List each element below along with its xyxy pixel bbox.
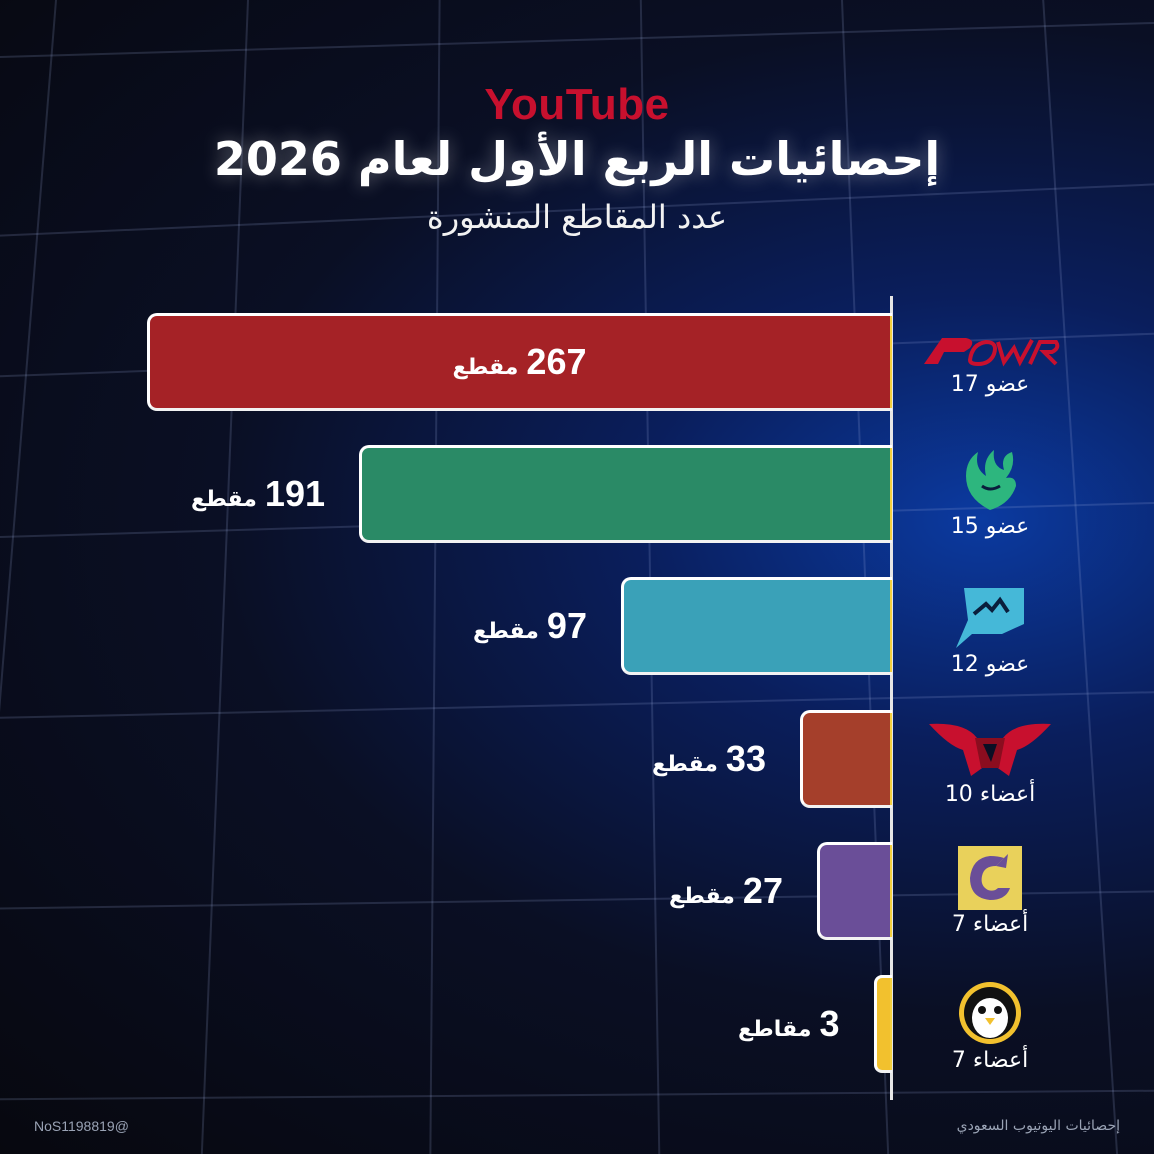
bar-value-label-1: مقطع 267 [453,341,587,383]
bar-4 [800,710,892,808]
team-members-1: 17 عضو [950,372,1030,397]
penguin-logo-icon [959,982,1021,1044]
footer-handle: NoS1198819@ [34,1118,129,1134]
bar-value-label-3: مقطع 97 [473,605,587,647]
bar-6 [874,975,892,1073]
bar-2 [359,445,892,543]
bar-value: 97 [546,605,587,646]
team-row-4: 10 أعضاء [920,716,1060,807]
bar-unit-label: مقطع [669,884,735,909]
bar-1 [147,313,892,411]
bar-value-label-4: مقطع 33 [652,738,766,780]
bar-unit-label: مقاطع [738,1017,812,1042]
team-row-1: 17 عضو [920,330,1060,397]
bar-unit-label: مقطع [452,355,519,380]
bar-value-label-6: مقاطع 3 [738,1003,840,1045]
team-members-4: 10 أعضاء [944,782,1036,807]
bar-5 [817,842,892,940]
bar-value: 27 [742,870,783,911]
bar-unit-label: مقطع [652,752,718,777]
bar-value: 191 [264,473,325,514]
bar-value: 3 [819,1003,840,1044]
bar-value: 33 [725,738,766,779]
bar-value-label-2: مقطع 191 [191,473,325,515]
falcon-logo-icon [966,450,1016,510]
team-members-6: 7 أعضاء [951,1048,1029,1073]
page-title: إحصائيات الربع الأول لعام 2026 [213,132,941,186]
team-row-2: 15 عضو [920,446,1060,539]
brand-title: YouTube [484,80,670,129]
team-row-3: 12 عضو [920,584,1060,677]
page-subtitle: عدد المقاطع المنشورة [426,198,728,236]
bar-unit-label: مقطع [473,619,539,644]
footer-credit: إحصائيات اليوتيوب السعودي [956,1118,1120,1134]
team-row-6: 7 أعضاء [920,980,1060,1073]
bar-3 [621,577,892,675]
team-members-3: 12 عضو [950,652,1030,677]
team-row-5: 7 أعضاء [920,846,1060,937]
team5-dragon-logo-icon [958,846,1022,910]
bar-value-label-5: مقطع 27 [669,870,783,912]
team-members-2: 15 عضو [950,514,1030,539]
powr-logo-icon [924,338,1060,367]
team-members-5: 7 أعضاء [951,912,1029,937]
bar-value: 267 [526,341,587,382]
team4-wings-logo-icon [929,723,1051,776]
bar-unit-label: مقطع [191,487,257,512]
team3-logo-icon [956,588,1024,648]
axis-line [890,296,893,1100]
